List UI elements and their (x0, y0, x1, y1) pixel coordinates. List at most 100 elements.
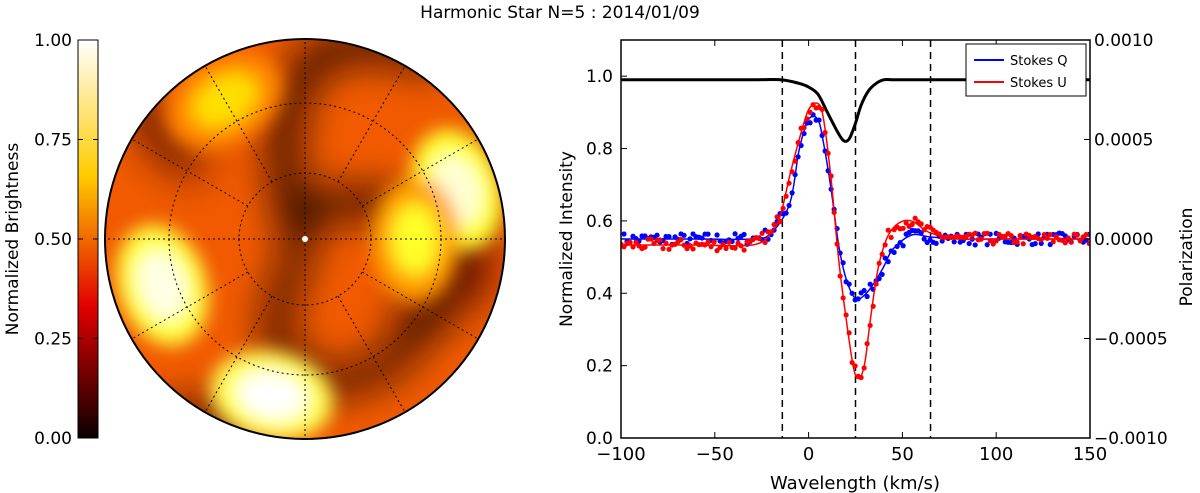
data-point (846, 330, 852, 336)
data-point (1068, 239, 1074, 245)
data-point (1074, 232, 1080, 238)
data-point (879, 271, 885, 278)
data-point (801, 125, 807, 131)
y-tick-label: 0.4 (586, 284, 613, 304)
data-point (867, 281, 873, 287)
data-point (882, 255, 888, 261)
data-point (1032, 241, 1038, 247)
polar-grid-spoke (204, 295, 273, 413)
data-point (987, 238, 993, 244)
polar-grid-spoke (131, 271, 249, 340)
data-point (939, 238, 945, 244)
data-point (774, 214, 780, 220)
data-point (1038, 237, 1044, 243)
data-point (1047, 231, 1053, 238)
data-point (984, 242, 990, 248)
data-point (648, 236, 654, 242)
data-point (720, 241, 726, 248)
colorbar-tick-label: 1.00 (34, 31, 72, 51)
data-point (885, 259, 891, 265)
spectrum-plot: −100 −50 0 50 100 150 0.0 0.2 0.4 0.6 0.8 1.0 −0.0… (557, 31, 1197, 493)
data-point (816, 117, 822, 123)
data-point (711, 239, 717, 245)
polarization-series (621, 102, 1090, 381)
data-point (846, 281, 852, 287)
data-point (1020, 241, 1026, 247)
data-point (903, 220, 909, 226)
data-point (1017, 232, 1023, 239)
data-point (783, 210, 789, 216)
data-point (807, 120, 813, 126)
y2-tick-label: 0.0000 (1094, 230, 1153, 250)
data-point (795, 139, 801, 146)
data-point (993, 238, 999, 244)
data-point (855, 296, 861, 302)
data-point (864, 341, 870, 347)
data-point (630, 244, 636, 250)
data-point (918, 221, 924, 227)
data-point (1050, 239, 1056, 245)
data-point (663, 240, 669, 246)
legend-stokes-u-label: Stokes U (1010, 76, 1067, 91)
data-point (792, 158, 798, 164)
data-point (723, 245, 729, 252)
data-point (1008, 232, 1014, 239)
data-point (819, 106, 825, 113)
legend-stokes-q-label: Stokes Q (1010, 54, 1068, 69)
data-point (849, 359, 855, 366)
data-point (828, 173, 834, 179)
y2-axis-ticks: −0.0010 −0.0005 0.0000 0.0005 0.0010 (1084, 31, 1168, 449)
data-point (870, 303, 876, 309)
data-point (867, 322, 873, 329)
polar-grid-spoke (204, 65, 273, 183)
data-point (1062, 240, 1068, 246)
colorbar-ticks: 0.00 0.25 0.50 0.75 1.00 (34, 31, 98, 449)
data-point (654, 232, 660, 238)
data-point (756, 235, 762, 242)
data-point (768, 229, 774, 235)
polar-grid-spoke (337, 295, 406, 413)
x-tick-label: 50 (891, 444, 914, 465)
data-point (741, 247, 747, 253)
map-center-marker (302, 236, 308, 242)
data-point (900, 225, 906, 231)
data-point (699, 235, 705, 241)
data-point (1014, 239, 1020, 245)
data-point (681, 242, 687, 248)
data-point (642, 244, 648, 250)
colorbar-tick-label: 0.75 (34, 131, 72, 151)
bright-region-core (236, 370, 308, 421)
data-point (708, 244, 714, 250)
series-line-stokes-u (621, 102, 1090, 380)
data-point (807, 109, 813, 115)
data-point (921, 236, 927, 242)
data-point (951, 239, 957, 245)
data-point (840, 260, 846, 266)
data-point (894, 243, 900, 249)
data-point (732, 231, 738, 237)
data-point (834, 241, 840, 247)
data-point (705, 231, 711, 237)
legend: Stokes Q Stokes U (965, 43, 1087, 97)
data-point (984, 230, 990, 236)
stellar-surface-map (104, 38, 506, 440)
data-point (660, 245, 666, 252)
data-point (678, 237, 684, 243)
data-point (825, 150, 831, 156)
data-point (687, 243, 693, 249)
data-point (1041, 231, 1047, 238)
data-point (726, 239, 732, 245)
y-tick-label: 0.2 (586, 357, 613, 377)
data-point (873, 281, 879, 287)
data-point (687, 236, 693, 242)
data-point (714, 232, 720, 238)
data-point (783, 193, 789, 199)
data-point (885, 227, 891, 233)
y2-tick-label: −0.0005 (1094, 330, 1168, 350)
colorbar-tick-label: 0.00 (34, 429, 72, 449)
series-dots-stokes-u (621, 102, 1090, 381)
y2-tick-label: 0.0010 (1094, 31, 1153, 51)
data-point (972, 242, 978, 248)
data-point (864, 293, 870, 300)
data-point (786, 202, 792, 209)
